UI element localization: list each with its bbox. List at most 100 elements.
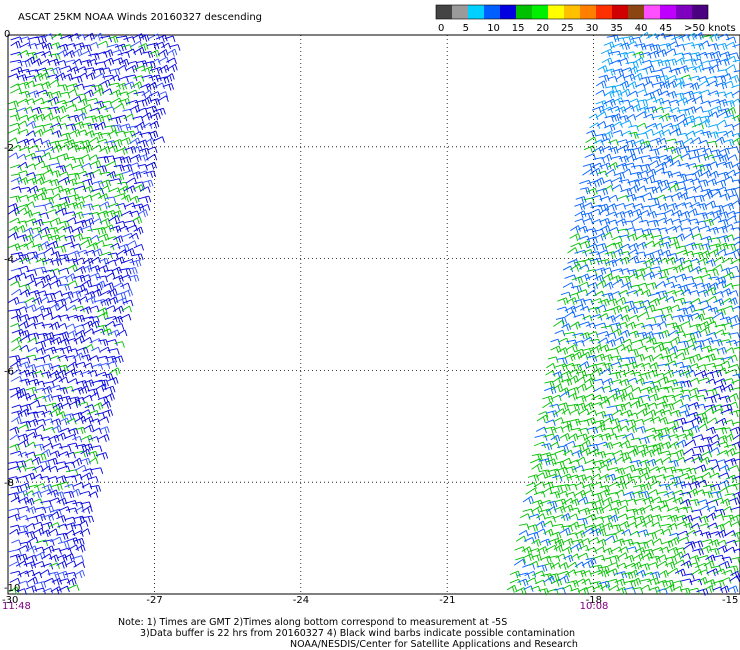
note-line-2: 3)Data buffer is 22 hrs from 20160327 4)… [140, 628, 575, 639]
wind-barb [8, 308, 22, 316]
wind-barb [32, 560, 46, 568]
wind-barb [32, 434, 44, 441]
wind-barb [64, 434, 77, 441]
wind-barb [93, 88, 105, 97]
wind-barb [105, 236, 119, 243]
wind-barb [32, 527, 45, 536]
wind-barb [161, 42, 171, 50]
wind-barb [133, 46, 145, 56]
wind-barb [47, 434, 60, 443]
wind-barb [34, 380, 45, 388]
wind-barb [85, 72, 96, 81]
colorbar-label: 15 [512, 23, 525, 34]
wind-barb [36, 347, 46, 355]
wind-barb [17, 220, 28, 227]
wind-barb [31, 106, 42, 115]
wind-barb [70, 75, 83, 84]
wind-barb [84, 89, 94, 98]
wind-barb [25, 172, 36, 179]
colorbar-cell [468, 5, 484, 19]
wind-barb [117, 64, 127, 72]
wind-barb [9, 434, 21, 441]
wind-barb [157, 56, 170, 64]
wind-barb [138, 209, 149, 218]
wind-barb [51, 115, 62, 124]
wind-barb [42, 269, 56, 277]
wind-barb [120, 156, 132, 164]
wind-barb [38, 212, 49, 219]
wind-barb [17, 496, 30, 505]
wind-barb [86, 409, 100, 417]
wind-barb [18, 314, 30, 322]
wind-barb [19, 335, 31, 342]
wind-barb [75, 544, 86, 553]
wind-barb [82, 415, 94, 424]
colorbar-cell [596, 5, 612, 19]
wind-barb [9, 59, 23, 67]
wind-barb [32, 218, 44, 227]
wind-barb [10, 36, 23, 43]
wind-barb [67, 378, 79, 385]
wind-barb [25, 370, 38, 379]
wind-barb [87, 58, 98, 66]
colorbar-cell [548, 5, 564, 19]
wind-barb [79, 409, 92, 416]
wind-barb [145, 105, 158, 114]
wind-barb [28, 399, 41, 407]
wind-barb [157, 91, 169, 98]
wind-barb [39, 460, 51, 468]
colorbar-cell [452, 5, 468, 19]
wind-barb [71, 226, 84, 235]
wind-barb [18, 177, 29, 185]
wind-barb [166, 48, 178, 57]
wind-barb [105, 272, 116, 280]
wind-barb [89, 392, 100, 399]
wind-barb [10, 314, 22, 323]
wind-barb [131, 216, 143, 225]
wind-barb [11, 539, 22, 546]
wind-barb [79, 306, 92, 315]
wind-barb [16, 224, 26, 233]
wind-barb [17, 525, 29, 533]
wind-barb [48, 522, 61, 529]
wind-barb [100, 328, 113, 337]
wind-barb [34, 424, 46, 431]
wind-barb [116, 82, 128, 91]
wind-barb [91, 204, 102, 211]
wind-barb [33, 51, 46, 58]
colorbar-label: 30 [586, 23, 599, 34]
wind-barb [66, 280, 78, 287]
wind-barb [112, 305, 124, 314]
wind-barb [142, 179, 154, 188]
wind-barb [17, 553, 28, 562]
wind-barb [32, 73, 44, 82]
wind-barb [38, 241, 50, 250]
wind-barb [120, 282, 131, 290]
wind-barb [72, 530, 84, 537]
wind-barb [81, 394, 93, 402]
wind-barb [54, 491, 65, 499]
y-tick-label: 0 [4, 29, 10, 40]
wind-barb [120, 210, 133, 218]
wind-barb [113, 323, 125, 330]
wind-barb [19, 289, 31, 298]
wind-barb [113, 173, 125, 181]
wind-barb [149, 98, 161, 106]
wind-barb [78, 72, 88, 80]
wind-barb [31, 243, 43, 252]
wind-barb [92, 114, 105, 123]
wind-barb [65, 507, 78, 515]
wind-barb [99, 426, 110, 434]
colorbar-cell [484, 5, 500, 19]
wind-barb [65, 43, 77, 50]
wind-barb [15, 107, 28, 115]
wind-barb [31, 297, 43, 305]
wind-barb [104, 320, 116, 328]
wind-barb [19, 42, 32, 49]
wind-barb [94, 100, 105, 108]
wind-barb [89, 160, 102, 169]
wind-barb [99, 290, 112, 297]
wind-barb [73, 561, 86, 568]
colorbar-cell [580, 5, 596, 19]
wind-barb [47, 571, 60, 579]
